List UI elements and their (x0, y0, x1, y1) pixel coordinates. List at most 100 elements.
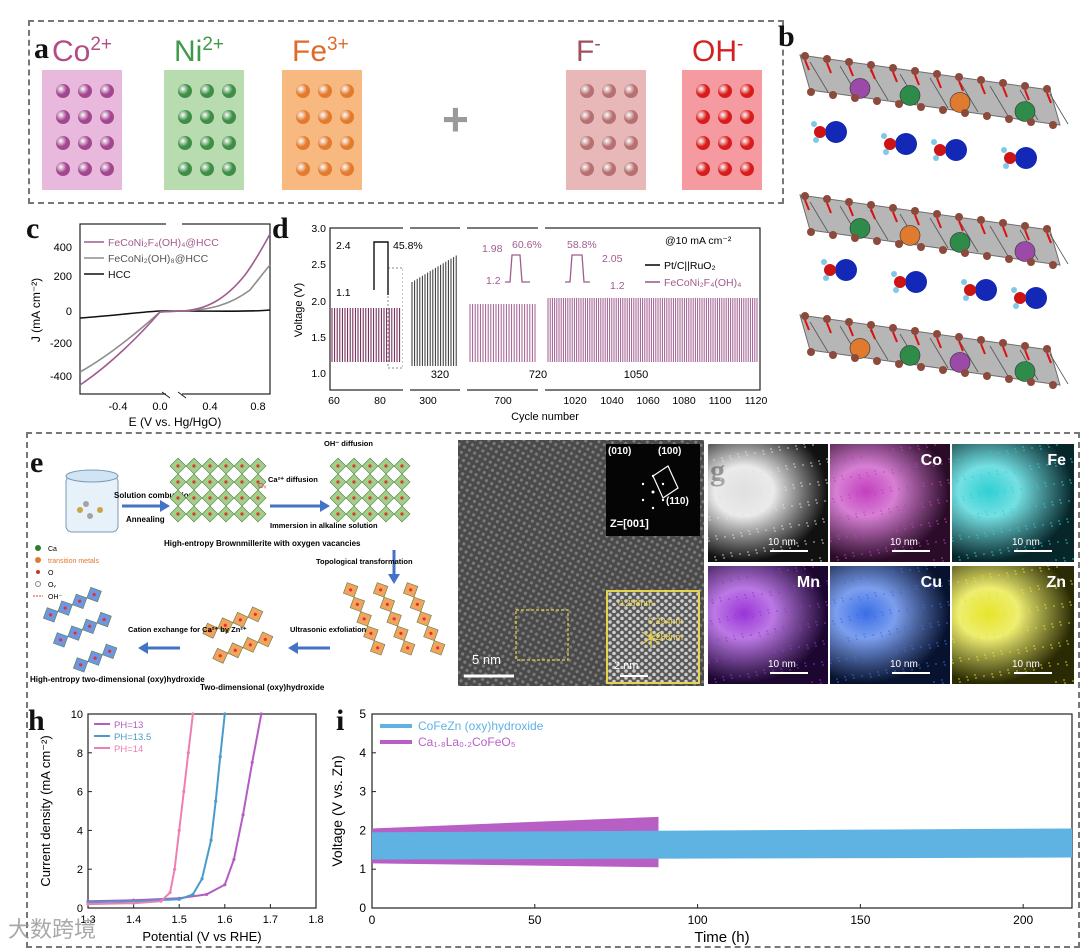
hydrogen-atom (823, 275, 829, 281)
hrtem-scale: 2 nm (614, 660, 639, 672)
panel-d-cycles (331, 255, 758, 369)
octahedron-edge (989, 345, 1009, 377)
h-point (86, 902, 90, 906)
c-legend-0: FeCoNi₂F₄(OH)₄@HCC (108, 237, 219, 249)
center-atom (352, 496, 356, 500)
oxygen-atom (845, 58, 853, 66)
oh-bond (914, 74, 920, 86)
d-ytick-2: 2.0 (311, 296, 326, 308)
center-atom (176, 464, 180, 468)
d-xtick-2: 300 (419, 395, 437, 407)
e-brown: High-entropy Brownmillerite with oxygen … (164, 539, 361, 548)
h-legend-label: PH=13 (114, 720, 143, 731)
oh-bond (1046, 352, 1052, 364)
center-atom (63, 606, 67, 610)
eds-element-label: Co (920, 452, 942, 469)
h-xtick-label: 1.7 (263, 914, 278, 926)
eds-scalebar (770, 550, 808, 552)
oxygen-atom (1005, 375, 1013, 383)
e-legend-ov: Oᵥ (48, 582, 56, 589)
ion-dot (580, 84, 594, 98)
oxygen-atom (851, 234, 859, 242)
h-xtick-label: 1.3 (80, 914, 95, 926)
center-atom (224, 512, 228, 516)
h-point (159, 899, 163, 903)
ion-dot (200, 110, 214, 124)
e-oh-diff: OH⁻ diffusion (324, 439, 373, 448)
center-atom (400, 512, 404, 516)
center-atom (352, 480, 356, 484)
oh-bond (936, 337, 942, 349)
ion-tile-co (42, 70, 122, 190)
eds-element-label: Zn (1046, 574, 1066, 591)
oh-bond (892, 71, 898, 83)
ion-dot (580, 162, 594, 176)
eds-speckle (952, 566, 1074, 684)
oh-bond (958, 220, 964, 232)
ion-label-ni: Ni2+ (174, 30, 224, 67)
oxygen-atom (983, 372, 991, 380)
ion-dot (318, 136, 332, 150)
c-ytick-4: -400 (50, 371, 72, 383)
ion-dot (296, 136, 310, 150)
oxygen-atom (829, 91, 837, 99)
h-point (241, 813, 245, 817)
oxygen-atom (917, 243, 925, 251)
center-atom (336, 464, 340, 468)
ion-dot (200, 136, 214, 150)
panel-e-label: e (30, 446, 44, 479)
center-atom (240, 480, 244, 484)
center-atom (336, 512, 340, 516)
ion-dot (222, 136, 236, 150)
octahedron-edge (929, 337, 949, 369)
center-atom (88, 624, 92, 628)
oh-bond (826, 202, 832, 214)
e-lattice-4 (202, 606, 274, 664)
center-atom (176, 496, 180, 500)
oxygen-atom (999, 79, 1007, 87)
i-xtick-label: 200 (1013, 913, 1033, 927)
curve-fecof (79, 233, 271, 386)
eds-scale-text: 10 nm (890, 537, 918, 548)
oxygen-atom (845, 198, 853, 206)
i-xtick-label: 0 (369, 913, 376, 927)
anion-red (884, 138, 896, 150)
e-arrow-4-head (288, 642, 298, 654)
panel-c-yticks: 400 200 0 -200 -400 (50, 242, 72, 383)
ion-dot (222, 110, 236, 124)
anion-blue (905, 271, 927, 293)
hydrogen-atom (811, 121, 817, 127)
center-atom (240, 464, 244, 468)
panel-c-label: c (26, 212, 40, 245)
oxygen-atom (801, 52, 809, 60)
center-atom (248, 643, 252, 647)
d-break-1 (403, 226, 410, 392)
oxygen-atom (977, 336, 985, 344)
c-ytick-0: 400 (54, 242, 72, 254)
c-ytick-3: -200 (50, 338, 72, 350)
fft-cell (652, 465, 679, 499)
oxygen-atom (889, 64, 897, 72)
eds-map-mn: Mn 10 nm (708, 566, 828, 684)
plus-sign: + (442, 93, 469, 145)
ion-dot (340, 162, 354, 176)
octahedron-edge (809, 61, 829, 93)
d-ann-b1: 1.98 (482, 243, 503, 255)
center-atom (399, 631, 403, 635)
oxygen-atom (1027, 258, 1035, 266)
oxygen-atom (829, 231, 837, 239)
center-atom (240, 496, 244, 500)
ion-dot (78, 162, 92, 176)
center-atom (253, 612, 257, 616)
eds-map-co: Co 10 nm (830, 444, 950, 562)
ion-dot (624, 162, 638, 176)
metal-atom (949, 92, 971, 113)
ion-dot (222, 84, 236, 98)
ion-dot (222, 162, 236, 176)
e-arrow-5-head (138, 642, 148, 654)
ion-dot (718, 84, 732, 98)
oxygen-atom (983, 252, 991, 260)
ion-base: F (576, 35, 595, 68)
oh-bond (826, 322, 832, 334)
